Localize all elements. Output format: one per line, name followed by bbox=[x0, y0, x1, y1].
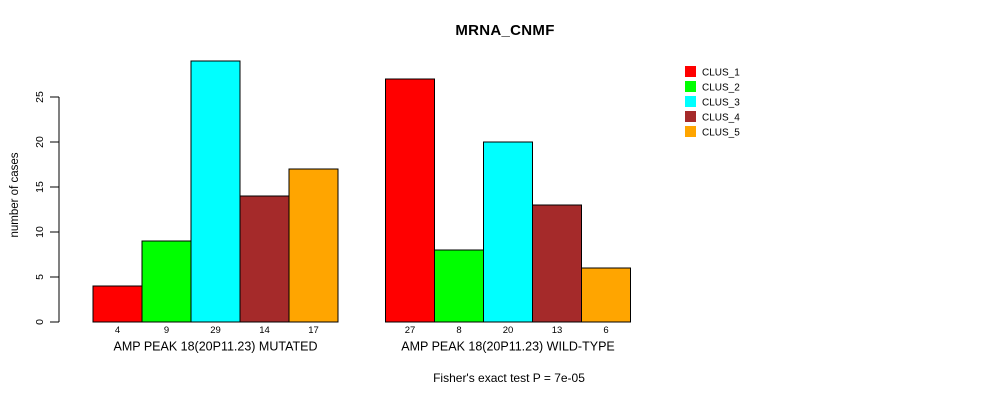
legend-label: CLUS_4 bbox=[702, 113, 740, 124]
y-tick-label: 15 bbox=[34, 181, 46, 193]
y-tick-label: 5 bbox=[34, 274, 46, 280]
bar-value-label: 4 bbox=[115, 325, 120, 336]
bar-clus_5-1 bbox=[288, 168, 339, 323]
bar-value-label: 8 bbox=[456, 325, 461, 336]
y-tick-label: 10 bbox=[34, 226, 46, 238]
bar-clus_4-2 bbox=[532, 204, 582, 323]
bar-clus_1-2 bbox=[385, 78, 435, 323]
bar-labels: 4 9 29 14 17 AMP PEAK 18(20P11.23) MUTATED 27 8… bbox=[113, 325, 614, 354]
legend-label: CLUS_3 bbox=[702, 98, 740, 109]
bar-value-label: 13 bbox=[552, 325, 563, 336]
y-axis-label: number of cases bbox=[9, 152, 21, 237]
bar-clus_2-2 bbox=[434, 249, 484, 323]
legend-swatch-clus_1 bbox=[685, 66, 696, 77]
bar-value-label: 6 bbox=[603, 325, 608, 336]
bar-value-label: 17 bbox=[308, 325, 319, 336]
legend-label: CLUS_5 bbox=[702, 128, 740, 139]
legend-swatch-clus_4 bbox=[685, 111, 696, 122]
bar-value-label: 27 bbox=[405, 325, 416, 336]
group-label: AMP PEAK 18(20P11.23) WILD-TYPE bbox=[401, 340, 615, 354]
y-axis: 0 5 10 15 20 25 bbox=[34, 91, 60, 325]
bar-value-label: 9 bbox=[164, 325, 169, 336]
y-tick-label: 0 bbox=[34, 319, 46, 325]
legend-swatch-clus_2 bbox=[685, 81, 696, 92]
legend-swatch-clus_5 bbox=[685, 126, 696, 137]
bars bbox=[92, 60, 631, 323]
bar-value-label: 14 bbox=[259, 325, 270, 336]
legend-label: CLUS_2 bbox=[702, 83, 740, 94]
y-tick-label: 25 bbox=[34, 91, 46, 103]
chart-title: MRNA_CNMF bbox=[455, 22, 554, 39]
bar-clus_5-2 bbox=[581, 267, 631, 323]
bar-clus_1-1 bbox=[92, 285, 143, 323]
bar-clus_4-1 bbox=[239, 195, 290, 323]
y-tick-label: 20 bbox=[34, 136, 46, 148]
legend-swatch-clus_3 bbox=[685, 96, 696, 107]
bar-value-label: 20 bbox=[503, 325, 514, 336]
fisher-test-annotation: Fisher's exact test P = 7e-05 bbox=[433, 371, 585, 385]
bar-clus_2-1 bbox=[141, 240, 192, 323]
bar-clus_3-2 bbox=[483, 141, 533, 323]
bar-value-label: 29 bbox=[210, 325, 221, 336]
legend: CLUS_1 CLUS_2 CLUS_3 CLUS_4 CLUS_5 bbox=[685, 66, 740, 139]
group-label: AMP PEAK 18(20P11.23) MUTATED bbox=[113, 340, 317, 354]
bar-clus_3-1 bbox=[190, 60, 241, 323]
legend-label: CLUS_1 bbox=[702, 68, 740, 79]
